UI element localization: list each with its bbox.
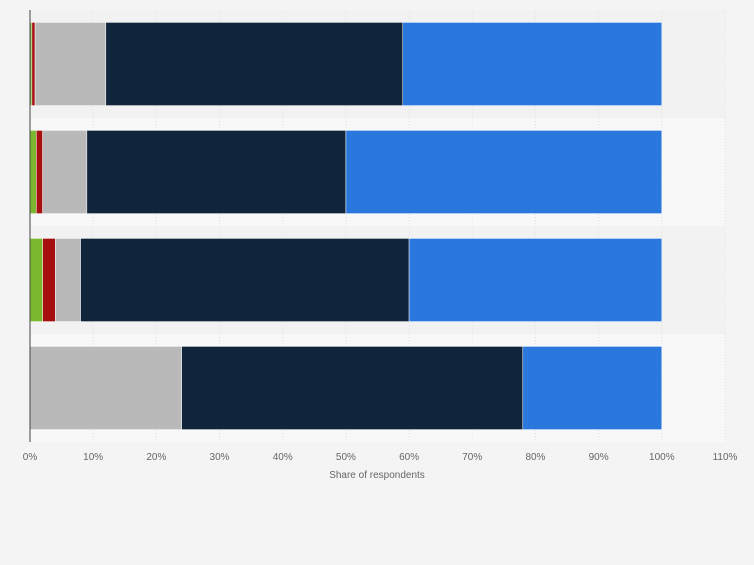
bar-segment [29,346,182,430]
x-tick-label: 90% [589,452,609,463]
x-tick-label: 50% [336,452,356,463]
bar-segment [80,238,410,322]
bar-segment [402,22,663,106]
x-tick-label: 70% [462,452,482,463]
x-tick-label: 40% [273,452,293,463]
bar-segment [36,130,43,214]
x-tick-label: 20% [146,452,166,463]
bar-segment [42,238,56,322]
x-tick-label: 10% [83,452,103,463]
bar-segment [34,22,107,106]
bar-segment [181,346,524,430]
x-tick-label: 110% [713,452,738,463]
bar-segment [29,238,43,322]
x-tick-label: 80% [525,452,545,463]
x-tick-label: 60% [399,452,419,463]
bar-segment [105,22,404,106]
x-axis: 0% 10% 20% 30% 40% 50% 60% 70% 80% 90% 100% 110% [23,10,738,463]
bar-segment [31,22,36,106]
bars [29,22,663,430]
bar-segment [86,130,347,214]
bar-segment [408,238,663,322]
bar-segment [42,130,88,214]
x-tick-label: 100% [649,452,675,463]
bar-segment [522,346,663,430]
x-tick-label: 30% [210,452,230,463]
x-axis-title: Share of respondents [329,470,425,481]
bar-segment [345,130,663,214]
x-tick-label: 0% [23,452,38,463]
bar-segment [55,238,81,322]
bar-segment [29,130,37,214]
